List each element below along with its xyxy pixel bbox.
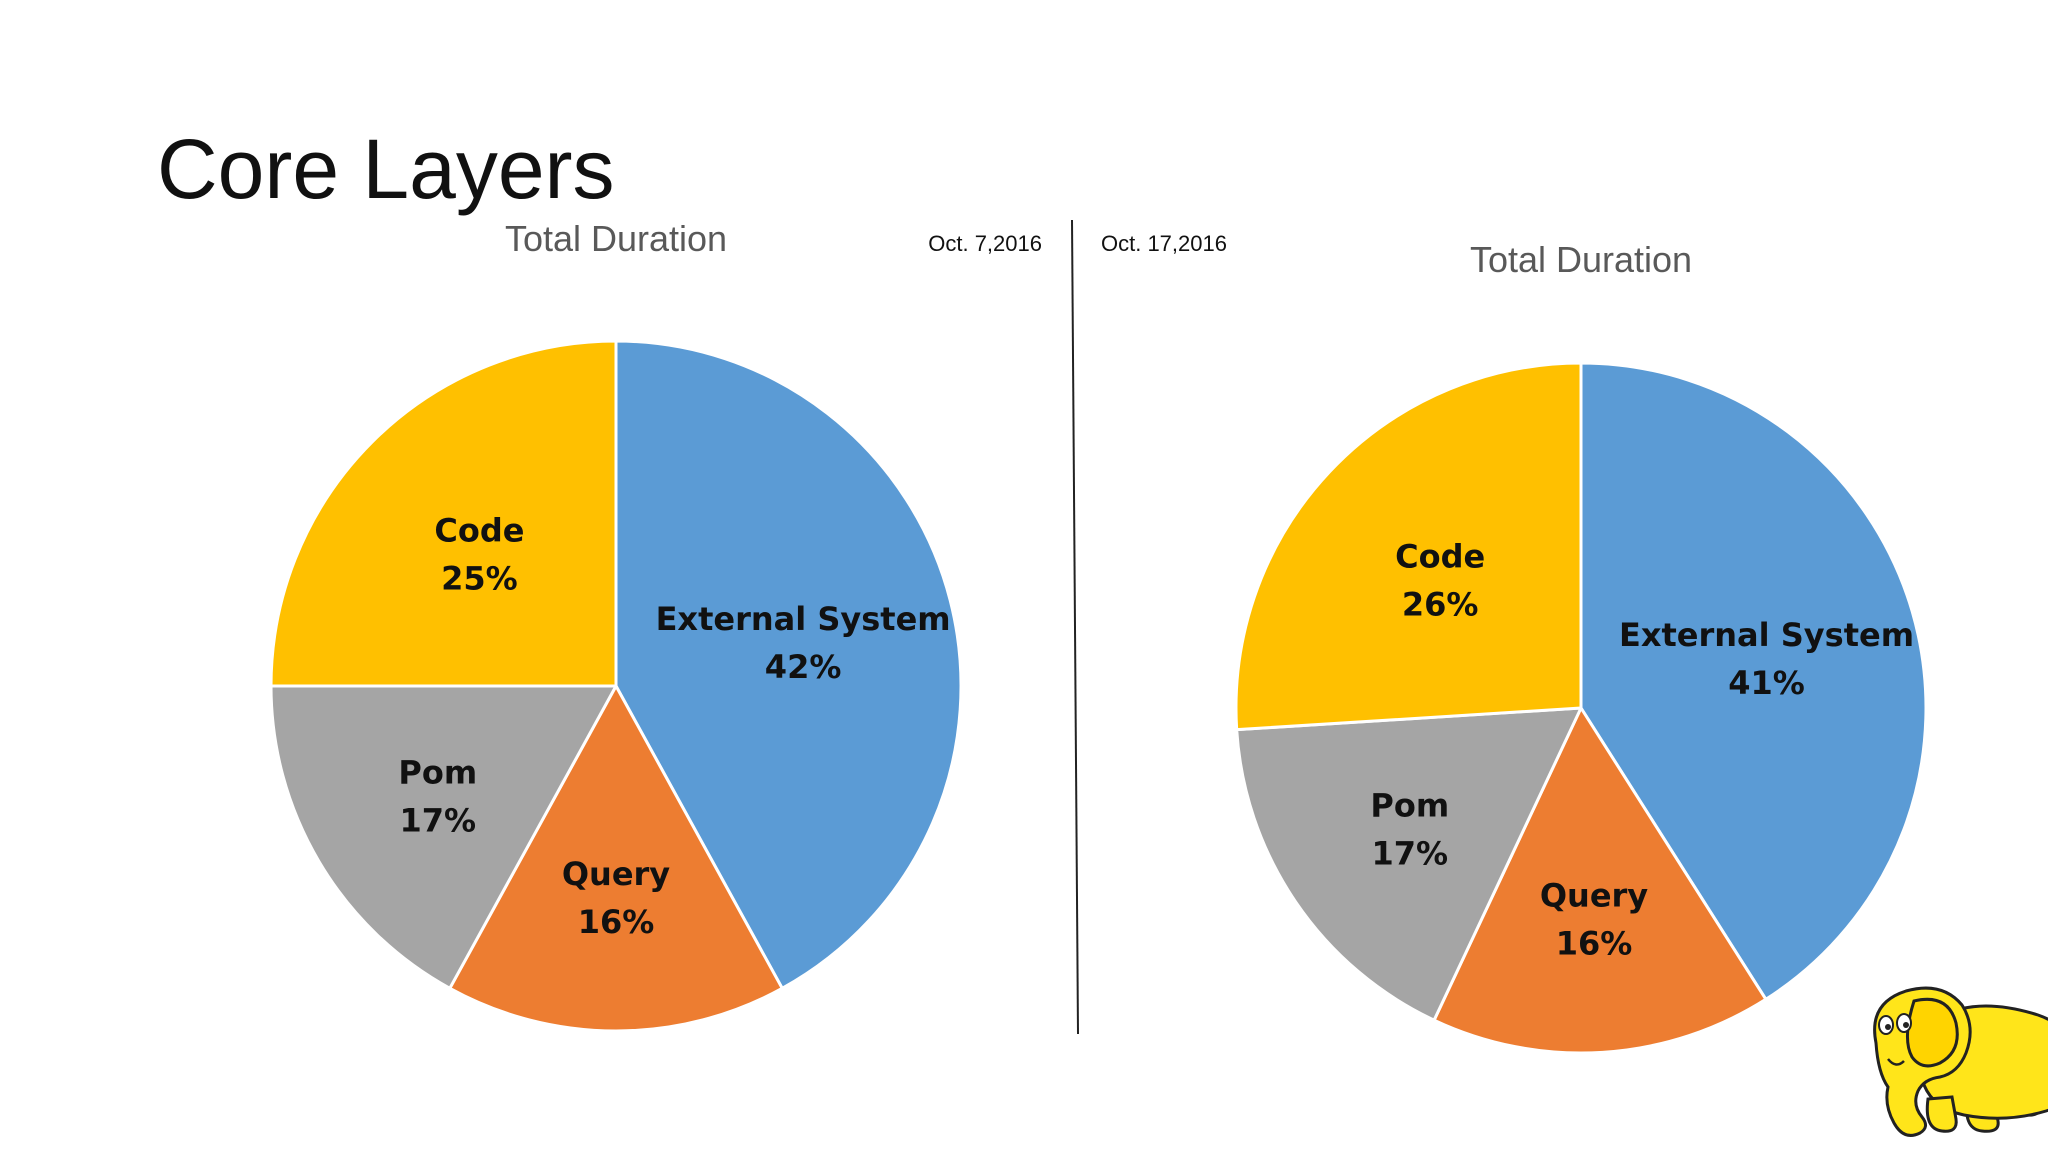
pie-slice-external-system: [614, 339, 963, 990]
slice-label-query: Query: [1540, 877, 1648, 915]
slice-label-pom: Pom: [398, 753, 477, 791]
slice-label-code: Code: [434, 511, 524, 549]
slice-value-code: 25%: [441, 559, 518, 597]
elephant-logo-icon: [1873, 986, 2048, 1137]
right-pie-chart: External System 41% Query 16% Pom 17% Code 26%: [1234, 361, 1928, 1055]
slice-value-query: 16%: [578, 903, 655, 941]
right-date-label: Oct. 17,2016: [1101, 231, 1227, 256]
vertical-divider: [1071, 219, 1079, 1035]
right-chart-title: Total Duration: [1470, 239, 1692, 280]
slice-value-pom: 17%: [400, 801, 477, 839]
slice-value-external-system: 41%: [1728, 664, 1805, 702]
slice-label-pom: Pom: [1370, 786, 1449, 824]
slice-label-external-system: External System: [1619, 616, 1914, 654]
slice-label-external-system: External System: [656, 600, 951, 638]
pie-slice-external-system: [1579, 361, 1928, 1001]
pie-slice-pom: [1235, 706, 1583, 1022]
slice-label-code: Code: [1395, 538, 1485, 576]
pie-slice-query: [1432, 706, 1768, 1055]
slide-title: Core Layers: [157, 122, 615, 216]
slice-value-code: 26%: [1402, 586, 1479, 624]
pie-slice-query: [448, 684, 784, 1033]
pie-slice-code: [1234, 361, 1583, 732]
slice-label-query: Query: [562, 855, 670, 893]
left-chart-title: Total Duration: [505, 218, 727, 259]
left-date-label: Oct. 7,2016: [928, 231, 1042, 256]
left-pie-chart: External System 42% Query 16% Pom 17% Code 25%: [269, 339, 963, 1033]
slice-value-query: 16%: [1556, 925, 1633, 963]
pie-slice-pom: [269, 684, 618, 990]
slice-value-external-system: 42%: [765, 648, 842, 686]
slice-value-pom: 17%: [1372, 834, 1449, 872]
pie-slice-code: [269, 339, 618, 688]
